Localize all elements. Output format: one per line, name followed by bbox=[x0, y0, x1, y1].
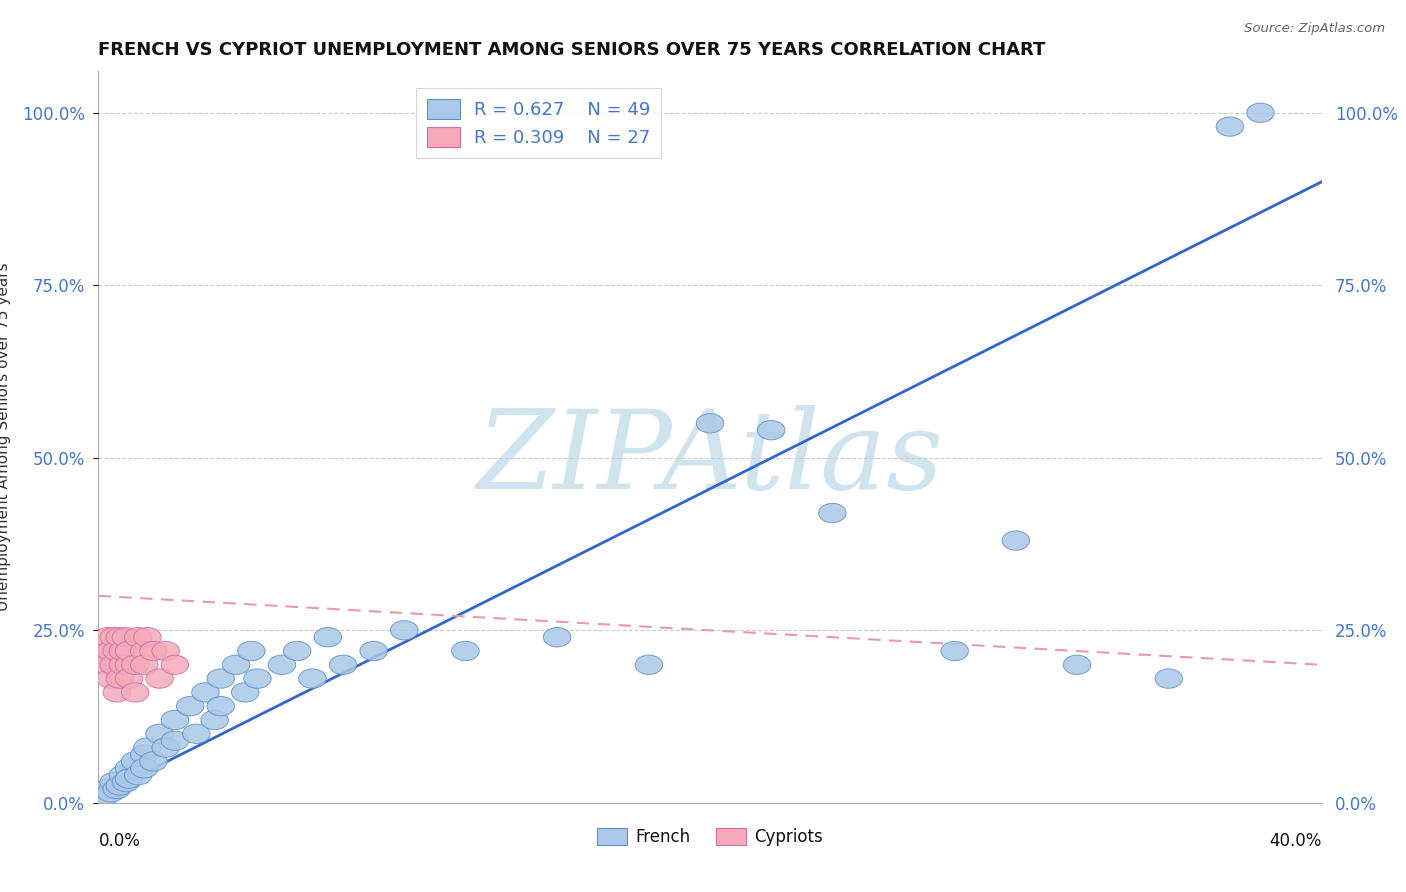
Ellipse shape bbox=[207, 697, 235, 716]
Ellipse shape bbox=[97, 641, 124, 661]
Ellipse shape bbox=[360, 641, 388, 661]
Ellipse shape bbox=[162, 655, 188, 674]
Ellipse shape bbox=[131, 641, 157, 661]
Ellipse shape bbox=[191, 682, 219, 702]
Ellipse shape bbox=[131, 655, 157, 674]
Ellipse shape bbox=[97, 783, 124, 802]
Ellipse shape bbox=[329, 655, 357, 674]
Ellipse shape bbox=[110, 655, 136, 674]
Ellipse shape bbox=[110, 765, 136, 785]
Ellipse shape bbox=[201, 710, 228, 730]
Text: 0.0%: 0.0% bbox=[98, 832, 141, 850]
Ellipse shape bbox=[207, 669, 235, 689]
Ellipse shape bbox=[115, 758, 143, 778]
Ellipse shape bbox=[103, 780, 131, 798]
Ellipse shape bbox=[91, 641, 118, 661]
Ellipse shape bbox=[103, 682, 131, 702]
Ellipse shape bbox=[636, 655, 662, 674]
Ellipse shape bbox=[284, 641, 311, 661]
Ellipse shape bbox=[131, 745, 157, 764]
Ellipse shape bbox=[131, 758, 157, 778]
Ellipse shape bbox=[94, 780, 121, 798]
Ellipse shape bbox=[238, 641, 266, 661]
Ellipse shape bbox=[451, 641, 479, 661]
Ellipse shape bbox=[176, 697, 204, 716]
Text: FRENCH VS CYPRIOT UNEMPLOYMENT AMONG SENIORS OVER 75 YEARS CORRELATION CHART: FRENCH VS CYPRIOT UNEMPLOYMENT AMONG SEN… bbox=[98, 41, 1046, 59]
Ellipse shape bbox=[269, 655, 295, 674]
Ellipse shape bbox=[1063, 655, 1091, 674]
Ellipse shape bbox=[146, 669, 173, 689]
Ellipse shape bbox=[103, 641, 131, 661]
Ellipse shape bbox=[1216, 117, 1244, 136]
Ellipse shape bbox=[100, 772, 128, 792]
Ellipse shape bbox=[121, 752, 149, 771]
Ellipse shape bbox=[97, 669, 124, 689]
Ellipse shape bbox=[134, 738, 162, 757]
Y-axis label: Unemployment Among Seniors over 75 years: Unemployment Among Seniors over 75 years bbox=[0, 263, 11, 611]
Ellipse shape bbox=[105, 628, 134, 647]
Text: Source: ZipAtlas.com: Source: ZipAtlas.com bbox=[1244, 22, 1385, 36]
Text: ZIPAtlas: ZIPAtlas bbox=[477, 405, 943, 513]
Ellipse shape bbox=[314, 628, 342, 647]
Ellipse shape bbox=[941, 641, 969, 661]
Ellipse shape bbox=[112, 772, 139, 792]
Ellipse shape bbox=[152, 738, 180, 757]
Ellipse shape bbox=[243, 669, 271, 689]
Ellipse shape bbox=[232, 682, 259, 702]
Text: 40.0%: 40.0% bbox=[1270, 832, 1322, 850]
Ellipse shape bbox=[758, 420, 785, 440]
Ellipse shape bbox=[110, 641, 136, 661]
Ellipse shape bbox=[100, 655, 128, 674]
Ellipse shape bbox=[1002, 531, 1029, 550]
Ellipse shape bbox=[1247, 103, 1274, 122]
Ellipse shape bbox=[115, 769, 143, 789]
Ellipse shape bbox=[162, 710, 188, 730]
Ellipse shape bbox=[696, 414, 724, 433]
Ellipse shape bbox=[298, 669, 326, 689]
Ellipse shape bbox=[146, 724, 173, 743]
Ellipse shape bbox=[121, 682, 149, 702]
Ellipse shape bbox=[121, 655, 149, 674]
Ellipse shape bbox=[124, 628, 152, 647]
Ellipse shape bbox=[222, 655, 250, 674]
Ellipse shape bbox=[105, 669, 134, 689]
Ellipse shape bbox=[1154, 669, 1182, 689]
Ellipse shape bbox=[115, 669, 143, 689]
Ellipse shape bbox=[91, 786, 118, 805]
Ellipse shape bbox=[100, 628, 128, 647]
Ellipse shape bbox=[139, 752, 167, 771]
Ellipse shape bbox=[152, 641, 180, 661]
Ellipse shape bbox=[94, 655, 121, 674]
Legend: R = 0.627    N = 49, R = 0.309    N = 27: R = 0.627 N = 49, R = 0.309 N = 27 bbox=[416, 87, 661, 158]
Ellipse shape bbox=[543, 628, 571, 647]
Ellipse shape bbox=[391, 621, 418, 640]
Ellipse shape bbox=[115, 655, 143, 674]
Ellipse shape bbox=[139, 641, 167, 661]
Ellipse shape bbox=[183, 724, 209, 743]
Ellipse shape bbox=[124, 765, 152, 785]
Ellipse shape bbox=[115, 641, 143, 661]
Ellipse shape bbox=[162, 731, 188, 750]
Ellipse shape bbox=[94, 628, 121, 647]
Ellipse shape bbox=[105, 776, 134, 795]
Ellipse shape bbox=[134, 628, 162, 647]
Ellipse shape bbox=[112, 628, 139, 647]
Ellipse shape bbox=[818, 503, 846, 523]
